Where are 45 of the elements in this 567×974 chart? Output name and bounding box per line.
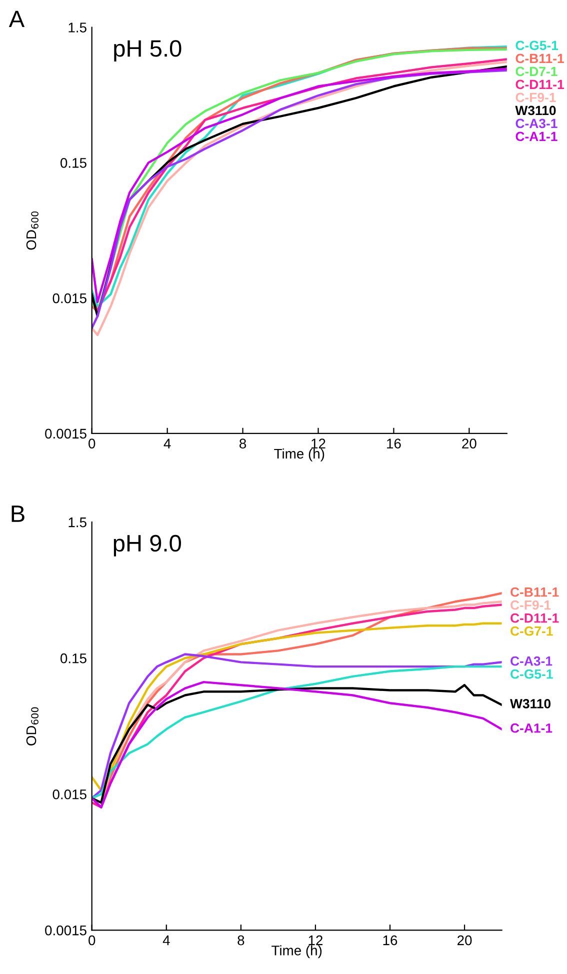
x-tick-label: 4 [162, 936, 170, 946]
annotation: pH 5.0 [114, 40, 182, 62]
y-tick-label: 0.015 [52, 789, 86, 800]
x-axis-title: Time (h) [274, 448, 324, 462]
chart-title: B [12, 506, 24, 522]
y-tick-label: 0.0015 [45, 926, 86, 936]
x-tick-label: 8 [240, 438, 246, 448]
series-label: C-F9-1 [510, 600, 551, 610]
y-axis-title: OD$_{600}$ [26, 211, 38, 250]
text: C-A1-1 [516, 132, 558, 142]
series-label: C-G5-1 [516, 40, 558, 50]
series-label: C-D11-1 [516, 80, 564, 90]
x-tick-label: 8 [238, 935, 244, 946]
text: C-A3-1 [516, 118, 558, 128]
y-tick-label: 0.15 [60, 158, 86, 168]
series-label: W3110 [510, 699, 551, 708]
line-series [92, 622, 502, 792]
x-tick-label: 16 [387, 438, 401, 448]
x-tick-label: 0 [88, 438, 96, 448]
y-tick-label: 0.015 [52, 293, 86, 304]
series-label: C-B11-1 [510, 587, 559, 597]
series-label: C-B11-1 [516, 54, 564, 64]
y-axis-title: OD$_{600}$ [26, 707, 38, 746]
x-tick-label: 4 [164, 438, 171, 448]
x-tick-label: 16 [383, 935, 398, 946]
series-label: C-A1-1 [510, 723, 552, 733]
y-tick-label: 0.15 [60, 653, 86, 664]
series-label: C-A3-1 [510, 656, 552, 666]
chart-title: A [8, 10, 25, 28]
y-tick-label: 0.0015 [45, 428, 86, 439]
y-tick-label: 1.5 [68, 22, 86, 32]
y-tick-label: 1.5 [68, 518, 86, 528]
x-tick-label: 20 [458, 935, 472, 946]
series-label: C-D11-1 [510, 613, 559, 623]
series-label: C-G7-1 [510, 626, 553, 636]
x-axis-title: Time (h) [272, 945, 322, 958]
x-tick-label: 20 [462, 438, 476, 448]
x-tick-label: 0 [88, 935, 96, 946]
x-tick-label: 12 [312, 438, 326, 448]
series-label: C-G5-1 [510, 669, 553, 679]
annotation: pH 9.0 [114, 534, 181, 556]
x-tick-label: 12 [308, 935, 322, 946]
text: W3110 [515, 106, 556, 116]
series-label: C-D7-1 [516, 66, 558, 76]
text: C-F9-1 [516, 92, 556, 102]
